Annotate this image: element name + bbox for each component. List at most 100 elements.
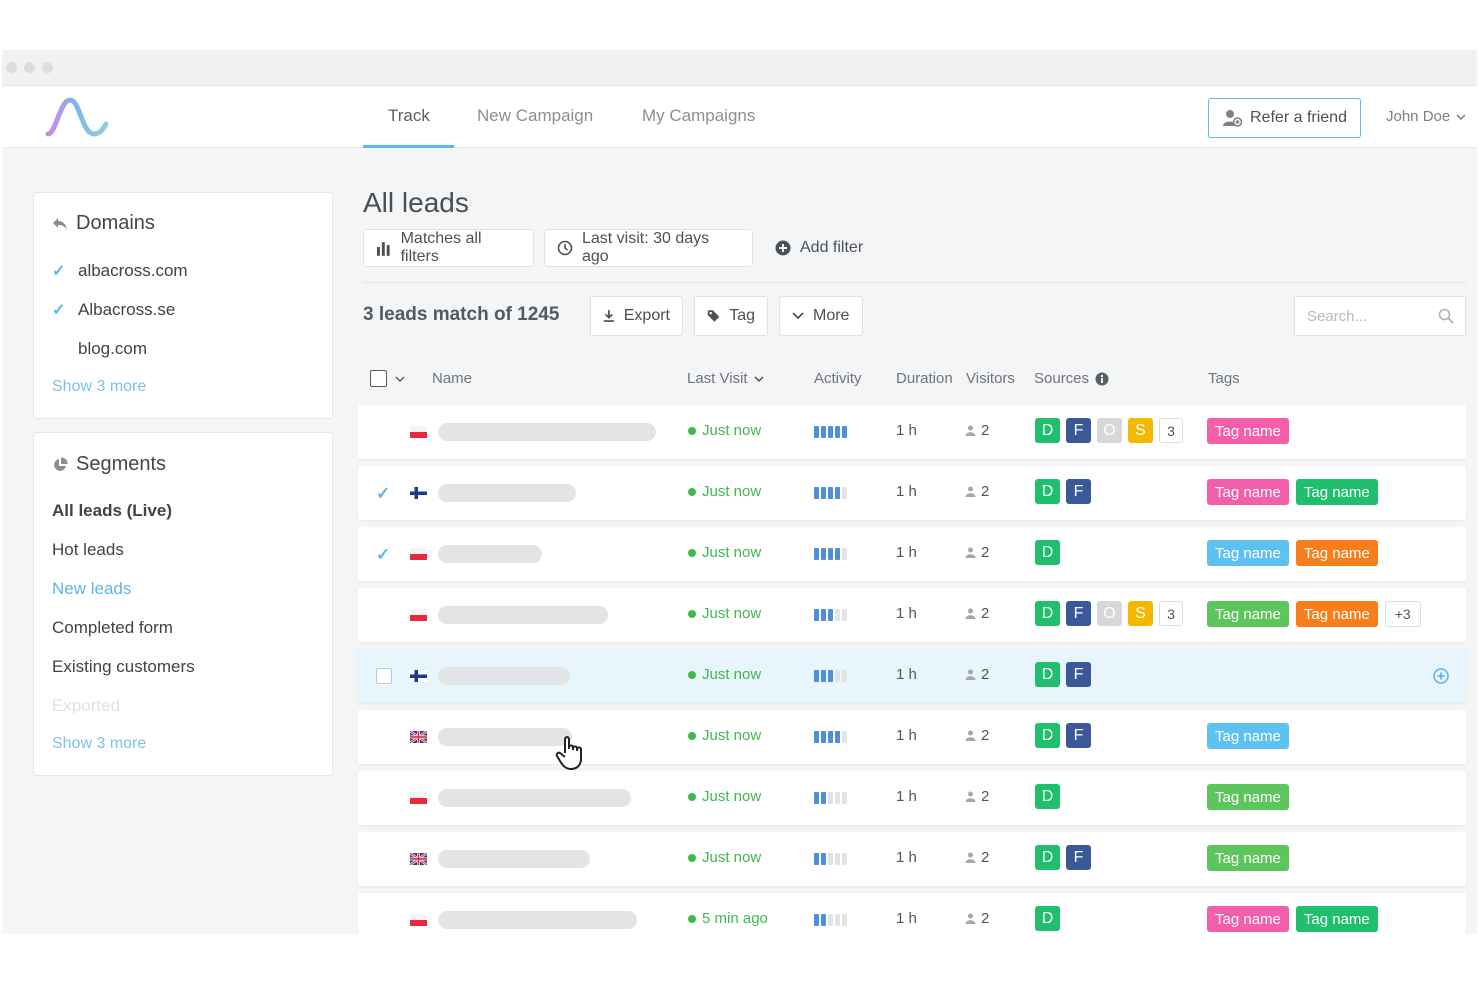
lead-name-placeholder[interactable]	[438, 911, 637, 929]
select-all-checkbox[interactable]	[370, 370, 387, 387]
tag-chip[interactable]: Tag name	[1207, 845, 1289, 871]
table-row[interactable]: Just now 1 h 2 D F O S 3 Tag name	[358, 405, 1466, 459]
source-count-badge[interactable]: 3	[1159, 418, 1183, 443]
source-badge[interactable]: D	[1035, 784, 1060, 809]
source-badge[interactable]: S	[1128, 418, 1153, 443]
lead-name-placeholder[interactable]	[438, 789, 631, 807]
lead-name-placeholder[interactable]	[438, 545, 542, 563]
source-badge[interactable]: D	[1035, 906, 1060, 931]
column-header-duration[interactable]: Duration	[896, 370, 953, 387]
row-checked-icon[interactable]: ✓	[376, 484, 391, 503]
column-header-sources[interactable]: Sources	[1034, 370, 1109, 387]
lead-name-placeholder[interactable]	[438, 850, 590, 868]
lead-name-placeholder[interactable]	[438, 606, 608, 624]
tag-chip[interactable]: Tag name	[1207, 784, 1289, 810]
row-checked-icon[interactable]: ✓	[376, 545, 391, 564]
segment-exported[interactable]: Exported	[52, 696, 121, 715]
tag-chip[interactable]: Tag name	[1207, 540, 1289, 566]
add-filter-button[interactable]: Add filter	[762, 229, 876, 267]
tag-chip[interactable]: Tag name	[1295, 540, 1378, 566]
tag-chip[interactable]: Tag name	[1295, 906, 1378, 932]
segment-hot-leads[interactable]: Hot leads	[52, 540, 124, 559]
row-checkbox[interactable]	[376, 668, 392, 684]
info-icon[interactable]	[1095, 372, 1109, 386]
tab-new-campaign[interactable]: New Campaign	[477, 106, 594, 125]
table-row[interactable]: Just now 1 h 2 D F Tag name	[358, 710, 1466, 764]
source-badge[interactable]: F	[1066, 418, 1091, 443]
source-badge[interactable]: F	[1066, 662, 1091, 687]
select-options-chevron-icon[interactable]	[395, 376, 405, 382]
domain-label: blog.com	[78, 339, 147, 358]
domains-show-more-link[interactable]: Show 3 more	[52, 378, 147, 395]
lead-name-placeholder[interactable]	[438, 423, 656, 441]
segments-show-more-link[interactable]: Show 3 more	[52, 735, 147, 752]
table-row[interactable]: Just now 1 h 2 D F O S 3 Tag name Tag name +3	[358, 588, 1466, 642]
domain-item-blog-com[interactable]: blog.com	[52, 339, 147, 359]
lead-name-placeholder[interactable]	[438, 667, 570, 685]
column-header-activity[interactable]: Activity	[814, 370, 862, 387]
tag-button[interactable]: Tag	[694, 296, 768, 336]
tag-chip[interactable]: Tag name	[1295, 601, 1378, 627]
source-badge[interactable]: S	[1128, 601, 1153, 626]
table-row[interactable]: 5 min ago 1 h 2 D Tag name Tag name	[358, 893, 1466, 934]
segment-existing-customers[interactable]: Existing customers	[52, 657, 195, 676]
domain-item-albacross-se[interactable]: ✓ Albacross.se	[52, 300, 175, 320]
window-maximize-dot[interactable]	[42, 62, 53, 73]
source-badge[interactable]: D	[1035, 723, 1060, 748]
source-badge[interactable]: D	[1035, 845, 1060, 870]
tag-chip[interactable]: Tag name	[1207, 418, 1289, 444]
segment-new-leads[interactable]: New leads	[52, 579, 132, 598]
source-badge[interactable]: D	[1035, 418, 1060, 443]
search-icon[interactable]	[1438, 308, 1454, 324]
table-row[interactable]: ✓ Just now 1 h 2 D F Tag name Tag name	[358, 466, 1466, 520]
source-badge[interactable]: F	[1066, 723, 1091, 748]
tag-chip[interactable]: Tag name	[1207, 906, 1289, 932]
logo-icon[interactable]	[44, 94, 110, 140]
user-menu[interactable]: John Doe	[1386, 108, 1466, 125]
tab-track[interactable]: Track	[388, 106, 430, 125]
segment-completed-form[interactable]: Completed form	[52, 618, 173, 637]
source-badge[interactable]: O	[1097, 418, 1122, 443]
tags-cell: Tag name	[1207, 784, 1289, 810]
more-button[interactable]: More	[779, 296, 863, 336]
segment-all-leads-live[interactable]: All leads (Live)	[52, 501, 172, 520]
source-badge[interactable]: F	[1066, 845, 1091, 870]
source-badge[interactable]: D	[1035, 601, 1060, 626]
user-icon	[965, 669, 976, 680]
last-visit-filter-button[interactable]: Last visit: 30 days ago	[544, 229, 753, 267]
more-tags-badge[interactable]: +3	[1384, 601, 1421, 627]
lead-name-placeholder[interactable]	[438, 484, 576, 502]
source-badge[interactable]: D	[1035, 662, 1060, 687]
table-row[interactable]: Just now 1 h 2 D Tag name	[358, 771, 1466, 825]
source-badge[interactable]: F	[1066, 601, 1091, 626]
add-user-icon	[1223, 110, 1243, 127]
window-close-dot[interactable]	[6, 62, 17, 73]
matches-filter-button[interactable]: Matches all filters	[363, 229, 534, 267]
source-count-badge[interactable]: 3	[1159, 601, 1183, 626]
tab-my-campaigns[interactable]: My Campaigns	[642, 106, 756, 125]
refer-friend-button[interactable]: Refer a friend	[1208, 98, 1361, 138]
tag-chip[interactable]: Tag name	[1207, 479, 1289, 505]
lead-name-placeholder[interactable]	[438, 728, 572, 746]
search-input[interactable]	[1294, 296, 1466, 336]
table-row[interactable]: Just now 1 h 2 D F Tag name	[358, 832, 1466, 886]
source-badge[interactable]: F	[1066, 479, 1091, 504]
tag-chip[interactable]: Tag name	[1207, 601, 1289, 627]
add-tag-icon[interactable]	[1433, 668, 1449, 684]
source-badge[interactable]: D	[1035, 540, 1060, 565]
column-header-tags[interactable]: Tags	[1208, 370, 1240, 387]
source-badge[interactable]: D	[1035, 479, 1060, 504]
column-header-name[interactable]: Name	[432, 370, 473, 387]
column-header-last-visit[interactable]: Last Visit	[687, 370, 764, 387]
export-button[interactable]: Export	[590, 296, 683, 336]
tag-chip[interactable]: Tag name	[1207, 723, 1289, 749]
domain-item-albacross-com[interactable]: ✓ albacross.com	[52, 261, 188, 281]
source-badge[interactable]: O	[1097, 601, 1122, 626]
tag-chip[interactable]: Tag name	[1295, 479, 1378, 505]
column-header-visitors[interactable]: Visitors	[966, 370, 1015, 387]
activity-bar	[835, 792, 840, 804]
table-row[interactable]: ✓ Just now 1 h 2 D Tag name Tag name	[358, 527, 1466, 581]
window-minimize-dot[interactable]	[24, 62, 35, 73]
